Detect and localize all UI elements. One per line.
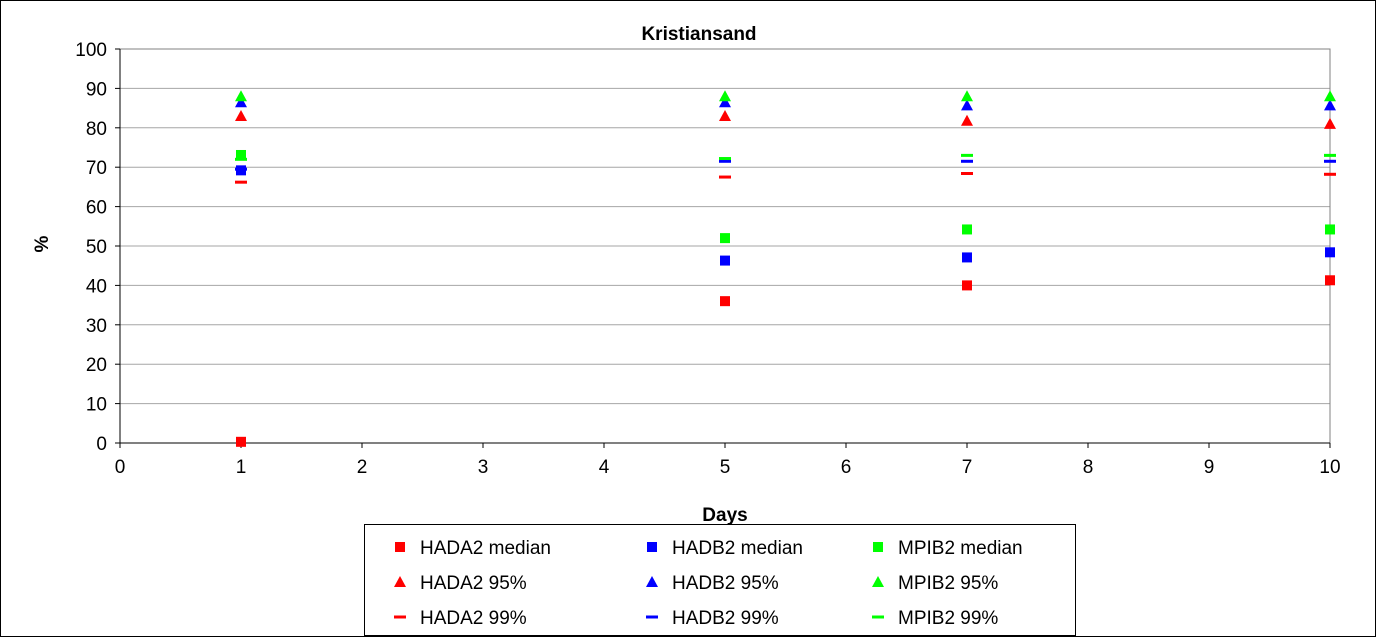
data-point [719,109,731,121]
y-tick-label: 90 [86,79,107,100]
legend-label: HADA2 median [420,538,551,559]
data-point [962,280,972,291]
y-tick-label: 10 [86,395,107,416]
x-tick-label: 4 [599,457,610,478]
x-tick-label: 10 [1319,457,1340,478]
data-point [961,99,973,111]
legend-label: MPIB2 95% [898,573,998,594]
data-point [1325,224,1335,235]
y-axis-title: % [32,235,53,252]
data-point [1324,117,1336,129]
data-point [961,114,973,126]
legend-marker [394,576,406,587]
legend: HADA2 median HADB2 median MPIB2 median HADA… [364,524,1076,636]
data-point [720,296,730,307]
legend-item: HADA2 95% [394,573,527,594]
x-tick-label: 5 [720,457,731,478]
data-point [1324,90,1336,102]
legend-label: HADB2 99% [672,608,779,629]
data-point [961,159,973,163]
x-tick-label: 2 [357,457,368,478]
data-point [1324,172,1336,176]
y-tick-label: 70 [86,158,107,179]
legend-marker [872,576,884,587]
axes: 0 10 20 30 40 50 60 70 80 90 100 0 1 2 3 4 5 6 7 8 9 10 [75,40,1340,478]
legend-item: HADA2 median [395,538,551,559]
data-point [236,436,246,447]
legend-item: MPIB2 median [873,538,1023,559]
data-point [961,153,973,157]
data-point [236,165,246,176]
data-point [1325,247,1335,258]
y-tick-label: 100 [75,40,107,61]
legend-label: HADB2 95% [672,573,779,594]
data-point [719,159,731,163]
x-tick-label: 8 [1083,457,1094,478]
data-point [1324,99,1336,111]
data-point [1325,275,1335,286]
data-point [235,109,247,121]
chart-title: Kristiansand [641,24,756,45]
data-point [962,224,972,235]
data-point [720,255,730,266]
data-marks [235,90,1336,447]
legend-item: HADB2 median [647,538,803,559]
data-point [719,175,731,179]
legend-marker [873,542,883,552]
x-axis-title: Days [702,505,747,526]
data-point [719,157,731,161]
legend-item: HADB2 99% [646,608,779,629]
x-tick-label: 9 [1204,457,1215,478]
x-tick-label: 3 [478,457,489,478]
data-point [961,90,973,102]
legend-box [364,524,1076,636]
y-tick-label: 80 [86,119,107,140]
legend-item: MPIB2 99% [872,608,998,629]
data-point [235,96,247,108]
y-tick-label: 20 [86,355,107,376]
data-point [962,252,972,263]
data-point [235,180,247,184]
x-tick-label: 7 [962,457,973,478]
y-tick-label: 0 [96,434,107,455]
y-tick-label: 30 [86,316,107,337]
legend-marker [395,542,405,552]
legend-label: MPIB2 99% [898,608,998,629]
data-point [720,233,730,244]
legend-marker [647,542,657,552]
legend-label: HADA2 95% [420,573,527,594]
legend-label: MPIB2 median [898,538,1023,559]
data-point [1324,159,1336,163]
legend-label: HADB2 median [672,538,803,559]
data-point [719,90,731,102]
y-tick-label: 40 [86,276,107,297]
legend-marker [646,615,658,619]
y-tick-label: 50 [86,237,107,258]
data-point [961,172,973,176]
y-tick-label: 60 [86,198,107,219]
x-tick-label: 0 [115,457,126,478]
x-tick-label: 1 [236,457,247,478]
legend-item: HADB2 95% [646,573,779,594]
data-point [236,149,246,160]
legend-marker [394,615,406,619]
data-point [719,96,731,108]
legend-marker [646,576,658,587]
data-point [235,90,247,102]
legend-item: MPIB2 95% [872,573,998,594]
legend-item: HADA2 99% [394,608,527,629]
x-tick-label: 6 [841,457,852,478]
legend-marker [872,615,884,619]
data-point [1324,153,1336,157]
legend-label: HADA2 99% [420,608,527,629]
